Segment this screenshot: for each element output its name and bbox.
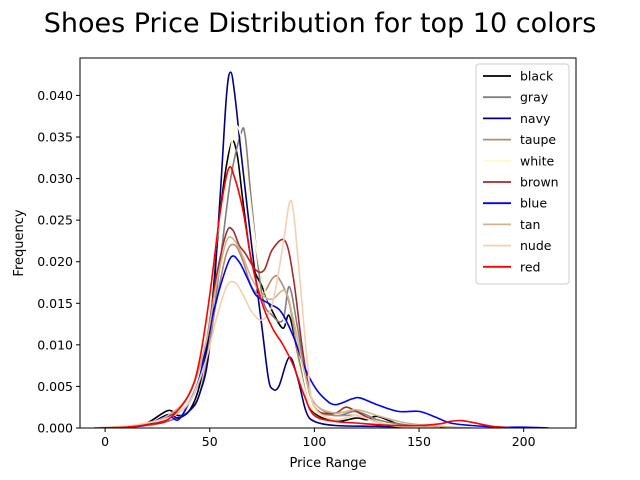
plot-series — [94, 71, 549, 428]
x-tick-label: 0 — [101, 434, 109, 449]
y-tick-label: 0.040 — [37, 88, 73, 103]
legend-label-black: black — [520, 69, 554, 84]
x-tick-label: 200 — [512, 434, 536, 449]
series-line-gray — [94, 127, 441, 428]
y-axis-label: Frequency — [12, 209, 27, 276]
legend-label-white: white — [520, 153, 555, 168]
y-tick-label: 0.030 — [37, 171, 73, 186]
series-line-taupe — [94, 243, 441, 428]
legend-label-red: red — [520, 259, 541, 274]
x-tick-label: 150 — [407, 434, 431, 449]
legend-label-taupe: taupe — [520, 132, 556, 147]
series-line-black — [94, 140, 451, 428]
series-line-tan — [94, 236, 472, 428]
y-tick-label: 0.005 — [37, 379, 73, 394]
y-tick-label: 0.035 — [37, 129, 73, 144]
legend-label-nude: nude — [520, 238, 552, 253]
x-tick-label: 100 — [302, 434, 326, 449]
x-tick-label: 50 — [202, 434, 218, 449]
legend-label-gray: gray — [520, 90, 549, 105]
legend-label-blue: blue — [520, 196, 547, 211]
series-line-red — [94, 165, 514, 428]
x-axis: 0 50 100 150 200 — [101, 428, 536, 449]
y-tick-label: 0.020 — [37, 254, 73, 269]
legend-label-navy: navy — [520, 111, 551, 126]
y-axis: 0.000 0.005 0.010 0.015 0.020 0.025 0.030 0.035… — [37, 88, 80, 436]
y-tick-label: 0.015 — [37, 296, 73, 311]
y-tick-label: 0.010 — [37, 337, 73, 352]
series-line-brown — [94, 226, 441, 428]
series-line-navy — [94, 71, 461, 428]
plot-frame — [79, 57, 577, 429]
y-tick-label: 0.000 — [37, 421, 73, 436]
chart-title: Shoes Price Distribution for top 10 colo… — [44, 8, 597, 39]
legend-label-tan: tan — [520, 217, 540, 232]
legend: black gray navy taupe white brown blue tan nude r… — [475, 63, 570, 285]
series-line-nude — [94, 199, 441, 428]
x-axis-label: Price Range — [289, 456, 366, 471]
series-line-white — [94, 125, 441, 428]
y-tick-label: 0.025 — [37, 213, 73, 228]
legend-label-brown: brown — [520, 175, 559, 190]
